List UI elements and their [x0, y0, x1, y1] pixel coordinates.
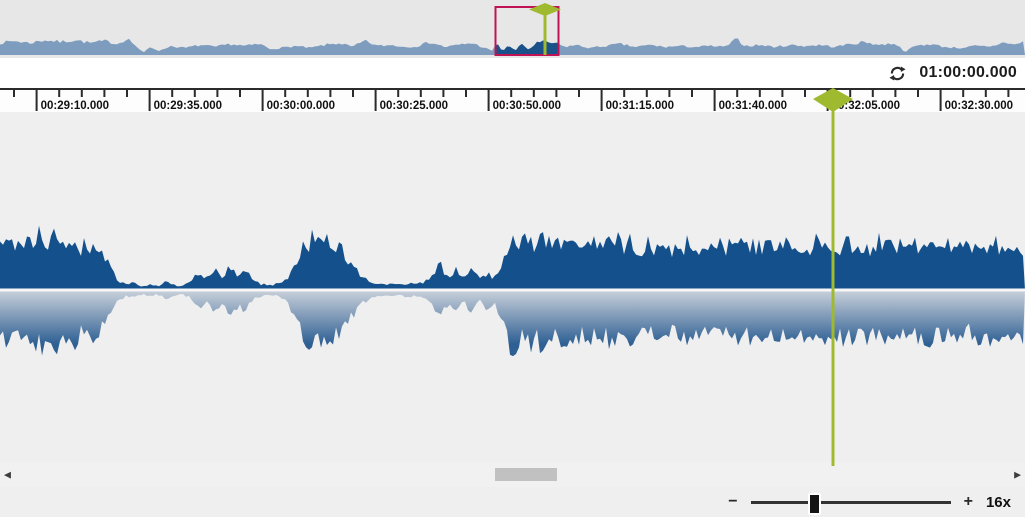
zoom-control-bar: − + 16x	[0, 487, 1025, 517]
zoom-in-button[interactable]: +	[963, 493, 973, 510]
ruler-time-label: 00:32:05.000	[832, 100, 900, 112]
ruler-time-label: 00:31:40.000	[719, 100, 787, 112]
time-display: 01:00:00.000	[919, 64, 1017, 81]
overview-waveform[interactable]	[0, 0, 1025, 58]
refresh-icon[interactable]	[889, 65, 906, 82]
zoom-slider-track[interactable]	[750, 492, 951, 515]
playhead-marker[interactable]	[813, 87, 853, 466]
scrollbar-thumb[interactable]	[495, 468, 557, 481]
overview-playhead-diamond[interactable]	[529, 3, 561, 16]
overview-waveform-panel[interactable]	[0, 0, 1025, 58]
horizontal-scrollbar[interactable]: ◀ ▶	[0, 462, 1025, 487]
playhead-diamond-handle[interactable]	[813, 88, 853, 112]
transport-bar: 01:00:00.000	[0, 58, 1025, 88]
viewport-selection-box[interactable]	[494, 6, 560, 56]
zoom-out-button[interactable]: −	[728, 493, 738, 510]
scroll-right-icon[interactable]: ▶	[1014, 469, 1021, 479]
playhead-line	[831, 111, 835, 466]
ruler-time-label: 00:32:30.000	[945, 100, 1013, 112]
ruler-time-label: 00:30:00.000	[267, 100, 335, 112]
ruler-time-label: 00:30:50.000	[493, 100, 561, 112]
ruler-time-label: 00:31:15.000	[606, 100, 674, 112]
zoom-slider-thumb[interactable]	[807, 492, 821, 515]
zoomed-waveform[interactable]	[0, 112, 1025, 462]
ruler-time-label: 00:30:25.000	[380, 100, 448, 112]
timeline-ruler[interactable]: 00:29:10.000 00:29:35.000 00:30:00.000 00:3…	[0, 88, 1025, 112]
zoom-level-label: 16x	[985, 493, 1011, 511]
scroll-left-icon[interactable]: ◀	[4, 469, 11, 479]
zoomed-waveform-panel[interactable]	[0, 112, 1025, 462]
overview-playhead-line	[543, 9, 547, 55]
ruler-time-label: 00:29:35.000	[154, 100, 222, 112]
ruler-time-label: 00:29:10.000	[41, 100, 109, 112]
